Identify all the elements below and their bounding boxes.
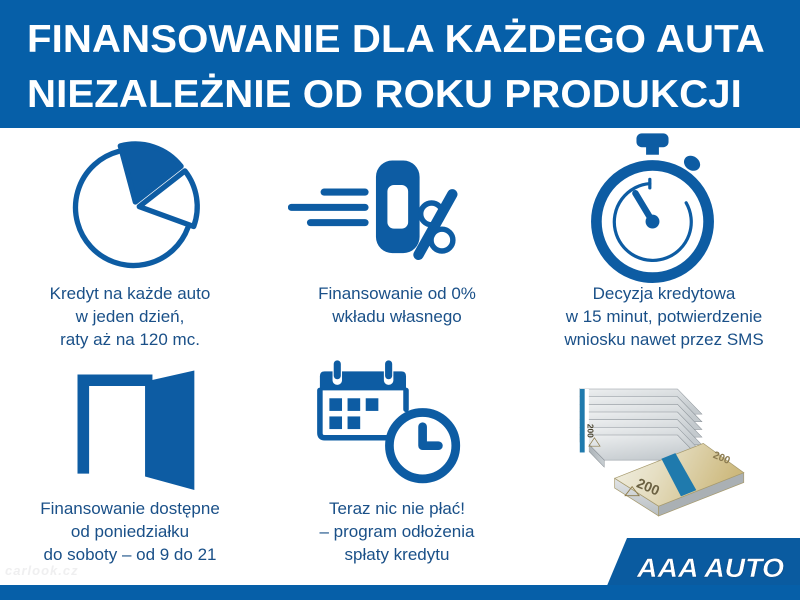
svg-text:200: 200 [585, 424, 595, 438]
